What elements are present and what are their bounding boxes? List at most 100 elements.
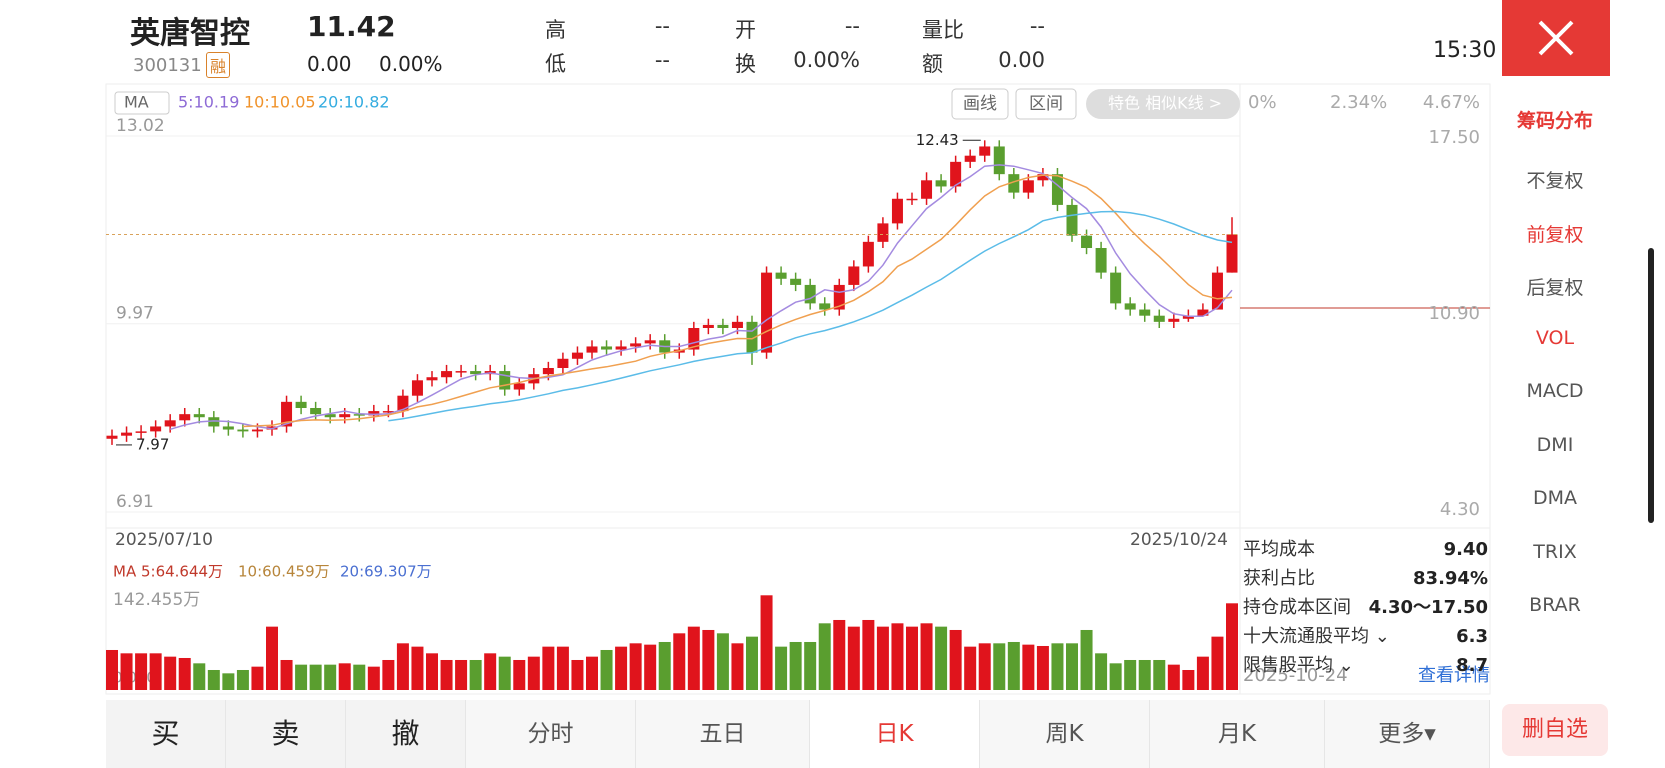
sidebar-item[interactable]: 前复权 [1526,223,1584,246]
quote-value: 0.00% [793,48,860,72]
volume-bar [1138,659,1151,690]
volume-bar [135,653,148,690]
candle-body [935,180,947,187]
tab[interactable]: 五日 [636,700,810,768]
quote-label: 低 [545,52,566,76]
volume-bar [804,641,817,690]
volume-bar [818,623,831,690]
tab[interactable]: 撤 [346,700,466,768]
volume-bar [280,659,293,690]
quote-label: 额 [922,52,943,76]
sidebar-item[interactable]: DMI [1536,433,1574,456]
vol-ma5: MA 5:64.644万 [113,563,223,581]
volume-bar [731,643,744,690]
volume-bar [716,633,729,690]
draw-button[interactable] [951,88,1009,120]
ma-line [169,164,1233,431]
sidebar-item[interactable]: 后复权 [1526,277,1584,299]
ma-toggle[interactable]: MA [124,93,149,112]
tab[interactable]: 买 [106,700,226,768]
candle-body [164,420,176,427]
candle-body [819,303,831,310]
volume-bar [338,663,351,690]
volume-bar [367,666,380,690]
tab[interactable]: 分时 [466,700,636,768]
remove-button[interactable]: 删自选 [1502,704,1608,756]
candle-body [891,198,903,224]
candle-body [1153,315,1165,322]
tab[interactable]: 更多▾ [1325,700,1490,768]
stat-label: 限售股平均 ⌄ [1243,655,1354,676]
stat-value: 83.94% [1413,568,1488,589]
volume-bar [964,646,977,690]
volume-bar [775,646,788,690]
candle-body [121,432,133,436]
candle-body [411,380,423,396]
candle-body [441,371,453,378]
candle-body [1008,174,1020,193]
chip-price: 17.50 [1428,127,1480,148]
stat-value: 6.3 [1456,626,1488,647]
sidebar-item[interactable]: TRIX [1533,540,1577,563]
candle-body [193,414,205,418]
stat-label: 平均成本 [1243,539,1315,560]
volume-bar [513,659,526,690]
candle-body [397,395,409,412]
sidebar-item[interactable]: DMA [1532,487,1578,509]
candle-body [644,340,656,344]
quote-label: 换 [735,52,756,76]
candle-body [1226,234,1238,273]
volume-bar [1051,643,1064,690]
candle-body [455,371,467,373]
ma-box[interactable] [114,91,170,115]
start-date: 2025/07/10 [115,530,213,550]
volume-bar [295,664,308,690]
ma-line [388,210,1233,422]
volume-bar [193,663,206,690]
volume-bar [440,659,453,690]
tab[interactable]: 卖 [226,700,346,768]
candle-body [1182,315,1194,319]
price: 11.42 [307,10,396,43]
code: 300131 [133,55,202,76]
close-button[interactable] [1502,0,1610,76]
candle-body [353,414,365,416]
range-button[interactable] [1015,88,1077,120]
candle-body [281,401,293,427]
ma5-label: 5:10.19 [178,93,239,112]
tab[interactable]: 月K [1150,700,1325,768]
volume-bar [222,673,235,690]
candle-body [1022,180,1034,193]
volume-bar [396,643,409,690]
tab[interactable]: 日K [810,700,980,768]
candle-body [1037,174,1049,181]
candle-body [135,431,147,433]
volume-bar [1211,636,1224,690]
candle-body [964,155,976,162]
volume-bar [426,653,438,690]
draw-label: 画线 [963,94,997,114]
sidebar-item[interactable]: BRAR [1529,594,1581,616]
candle-body [499,371,511,390]
candle-body [1168,318,1180,322]
volume-bar [556,646,569,690]
candle-body [761,272,773,353]
tab[interactable]: 周K [980,700,1150,768]
sidebar-item[interactable]: VOL [1535,326,1575,349]
sidebar-item[interactable]: 不复权 [1526,170,1584,192]
sidebar-item[interactable]: 筹码分布 [1516,110,1593,132]
candle-body [251,429,263,432]
feature-button[interactable] [1086,89,1240,119]
detail-link[interactable]: 查看详情 [1418,665,1490,686]
sidebar-item[interactable]: MACD [1526,380,1584,402]
volume-bar [876,626,889,690]
candle-body [557,358,569,368]
feature-label: 特色 相似K线 > [1108,94,1222,113]
volume-bar [702,629,715,690]
candle-body [513,383,525,390]
volume-bar [106,649,118,690]
candle-body [179,414,191,421]
quote-value: -- [654,48,670,72]
volume-bar [993,643,1006,690]
